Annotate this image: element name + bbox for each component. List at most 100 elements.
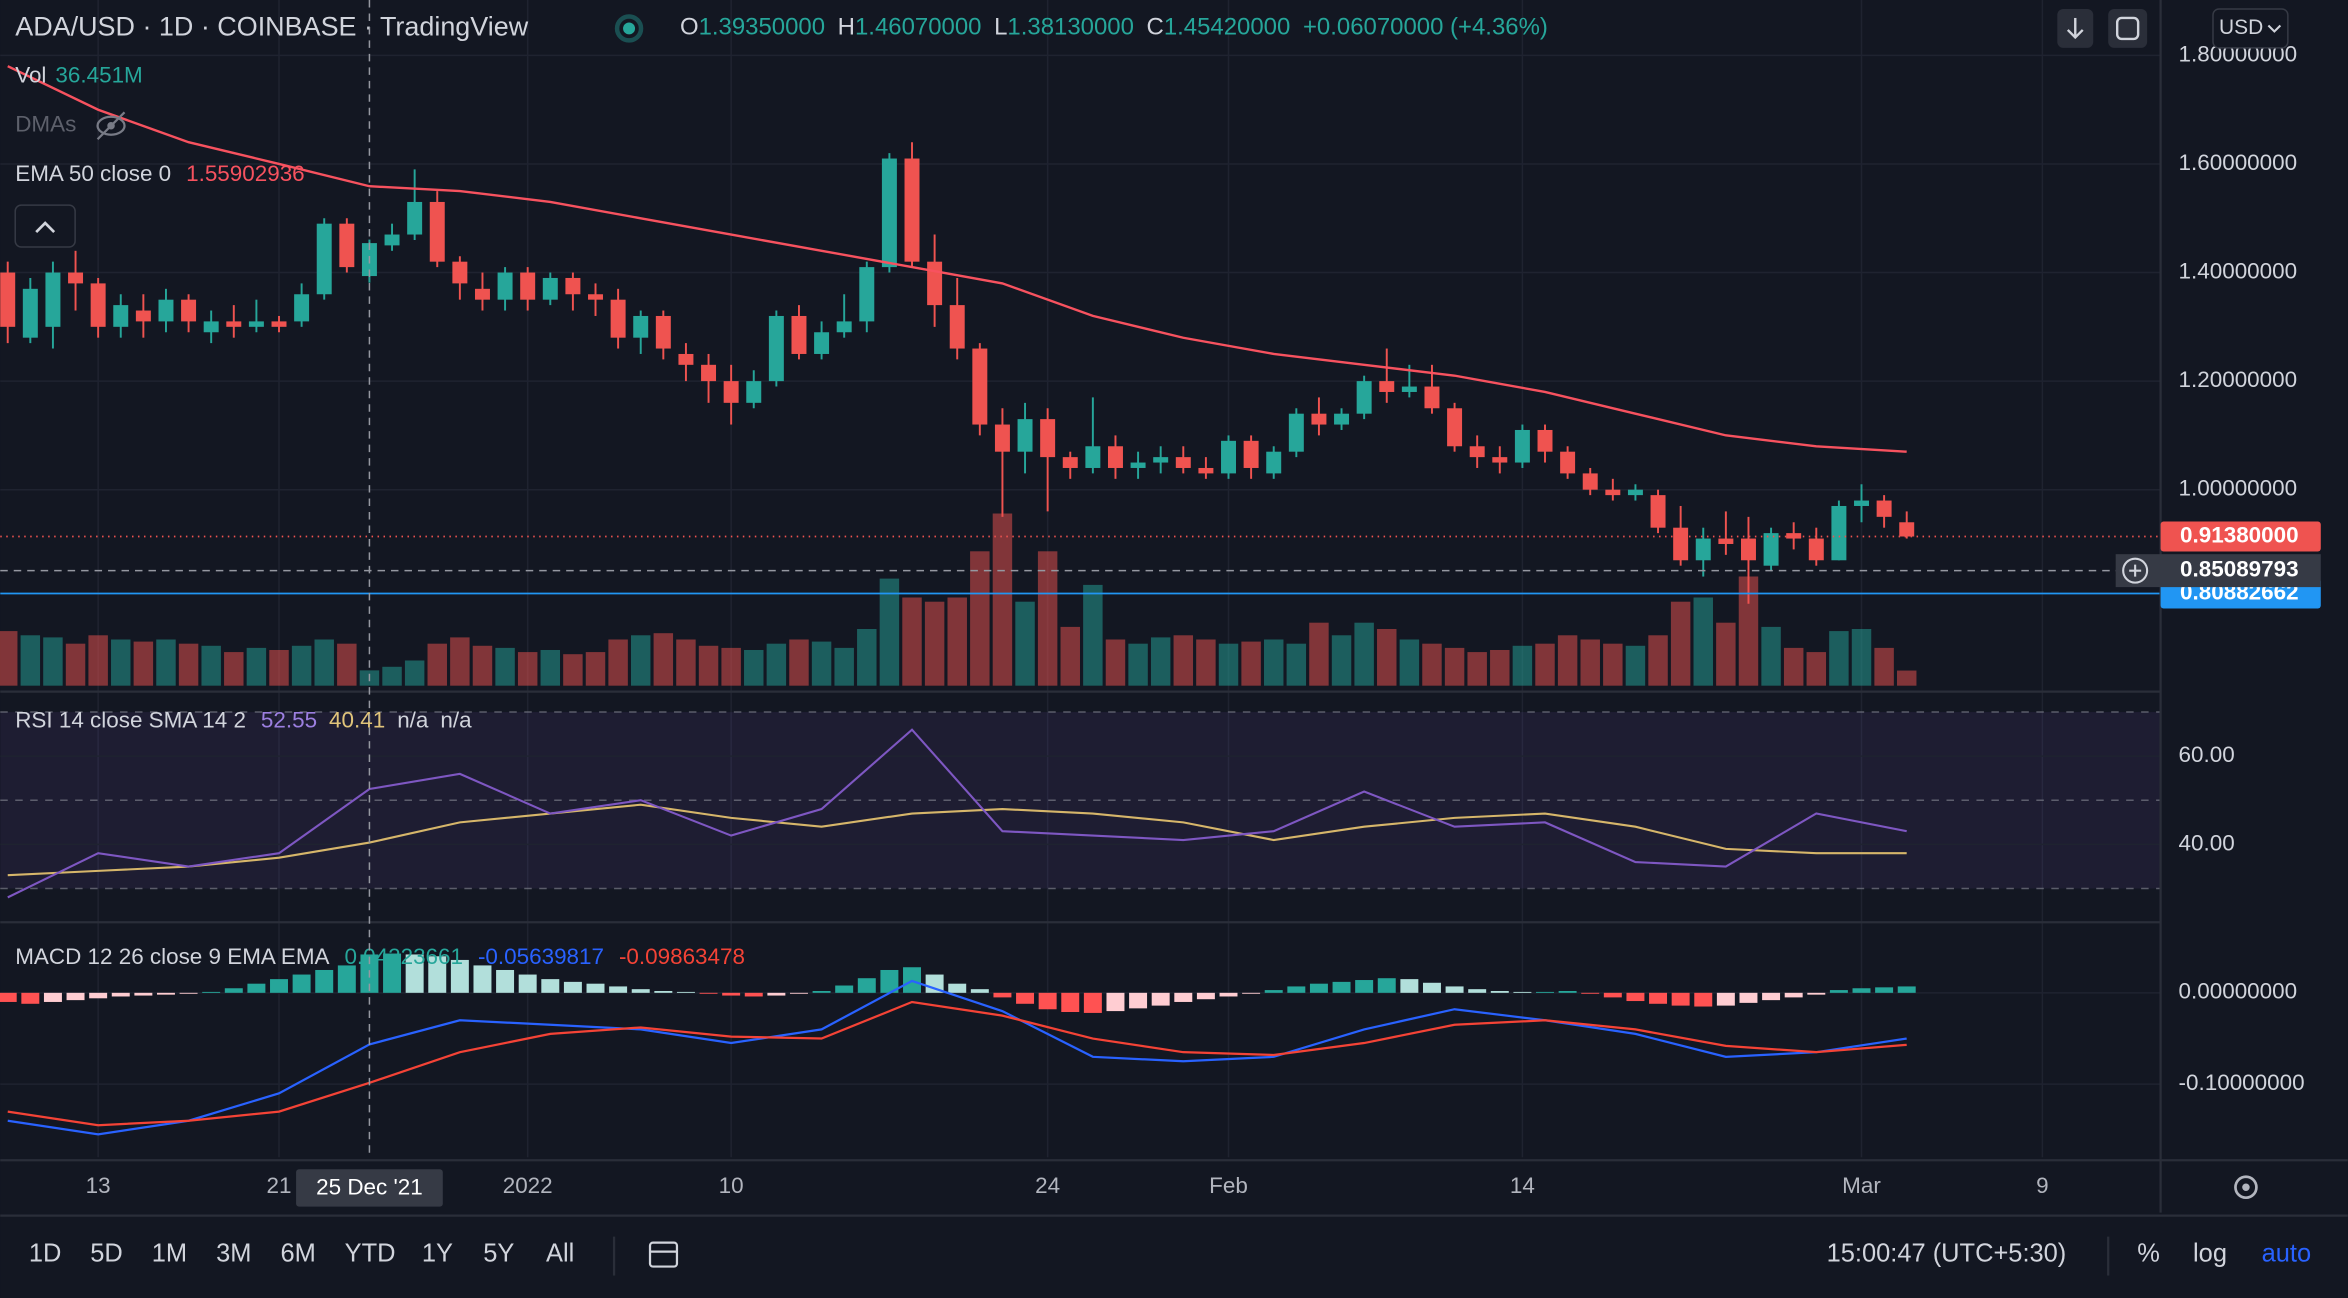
volume-bar [1896, 670, 1917, 686]
crosshair-price: 0.85089793 [2180, 557, 2299, 582]
candle-body [994, 424, 1010, 452]
status-dot [614, 14, 644, 43]
settings-icon[interactable] [2234, 1175, 2258, 1200]
candle-body [22, 288, 38, 338]
volume-bar [1806, 652, 1827, 686]
candle-body [1017, 419, 1033, 452]
histogram-bar [1083, 992, 1102, 1013]
histogram-bar [518, 974, 537, 993]
histogram-bar [767, 992, 786, 996]
volume-bar [1670, 601, 1691, 686]
histogram-bar [1829, 990, 1848, 993]
candle-body [949, 305, 965, 349]
histogram-bar [835, 985, 854, 993]
range-button[interactable]: 1D [29, 1239, 62, 1267]
volume-bar [43, 637, 63, 686]
crosshair-tag [2115, 554, 2321, 588]
range-button[interactable]: 5Y [483, 1239, 514, 1267]
date-range-icon[interactable] [648, 1241, 679, 1268]
replay-button[interactable] [2108, 8, 2148, 48]
histogram-bar [1671, 992, 1690, 1006]
range-button[interactable]: 5D [90, 1239, 123, 1267]
candle-body [0, 272, 16, 327]
currency-dropdown[interactable]: USD [2212, 8, 2289, 49]
candle-body [927, 261, 943, 306]
volume-bar [1377, 628, 1397, 686]
histogram-bar [1287, 986, 1306, 993]
ema-value: 1.55902936 [186, 161, 305, 186]
volume-bar [676, 639, 696, 686]
macd-title: MACD 12 26 close 9 EMA EMA [15, 944, 329, 969]
candle-body [1379, 381, 1395, 392]
ohlc-value: 1.45420000 [1164, 14, 1290, 41]
volume-bar [947, 597, 967, 686]
candle-body [1243, 440, 1259, 468]
histogram-bar [1016, 992, 1035, 1004]
volume-bar [337, 643, 357, 686]
volume-bar [472, 645, 493, 686]
candle-body [1062, 457, 1078, 468]
histogram-bar [315, 969, 334, 993]
range-button[interactable]: YTD [345, 1239, 396, 1267]
y-tick-label: 1.40000000 [2179, 258, 2298, 283]
volume-bar [992, 513, 1013, 686]
range-button[interactable]: 3M [216, 1239, 251, 1267]
candle-body [1447, 408, 1463, 447]
histogram-bar [1807, 992, 1826, 995]
volume-bar [1874, 647, 1894, 686]
candle-body [1514, 429, 1530, 463]
range-button[interactable]: 6M [281, 1239, 316, 1267]
collapse-button[interactable] [14, 204, 76, 248]
histogram-bar [496, 969, 515, 993]
candle-body [1107, 446, 1123, 468]
candle-body [565, 277, 581, 295]
candle-body [1130, 462, 1146, 468]
volume-bar [1286, 643, 1307, 686]
range-button[interactable]: All [546, 1239, 574, 1267]
histogram-bar [0, 992, 17, 1002]
histogram-bar [1739, 992, 1758, 1003]
candle-body [497, 272, 513, 300]
volume-bar [1490, 649, 1510, 686]
histogram-bar [1581, 992, 1600, 994]
histogram-bar [1558, 990, 1577, 993]
ema-name: EMA 50 close 0 [15, 161, 171, 186]
histogram-bar [541, 979, 560, 993]
volume-bar [1241, 641, 1261, 686]
histogram-bar [1309, 983, 1328, 993]
volume-bar [1444, 647, 1465, 686]
volume-bar [1851, 628, 1872, 686]
candle-body [474, 288, 490, 300]
scale-mode[interactable]: log [2193, 1239, 2227, 1267]
candle-body [1786, 533, 1802, 539]
y-tick-label: 0.00000000 [2179, 979, 2298, 1004]
add-alert-icon [2129, 564, 2142, 577]
volume-bar [133, 641, 154, 686]
candle-body [1469, 446, 1485, 458]
volume-bar [314, 639, 334, 686]
histogram-bar [1852, 988, 1871, 993]
candle-body [678, 353, 694, 365]
indicator-line [7, 65, 1907, 453]
currency[interactable]: USD [2219, 16, 2263, 39]
status-dot [623, 22, 636, 35]
ohlc-value: 1.38130000 [1007, 14, 1133, 41]
hidden-icon[interactable] [96, 111, 126, 141]
crosshair-date-tag [296, 1169, 443, 1207]
range-button[interactable]: 1M [152, 1239, 187, 1267]
candle-body [768, 315, 784, 382]
download-button[interactable] [2057, 8, 2094, 48]
histogram-bar [1264, 990, 1283, 993]
histogram-bar [1626, 992, 1645, 1002]
volume-bar [427, 643, 447, 686]
ohlc-legend: O1.39350000 H1.46070000 L1.38130000 C1.4… [680, 14, 1548, 41]
add-alert-icon[interactable] [2122, 557, 2149, 584]
clock: 15:00:47 (UTC+5:30) [1827, 1239, 2067, 1267]
candle-body [588, 294, 603, 300]
range-button[interactable]: 1Y [422, 1239, 453, 1267]
scale-mode[interactable]: auto [2262, 1239, 2312, 1267]
volume-bar [630, 635, 651, 686]
scale-mode[interactable]: % [2137, 1239, 2160, 1267]
volume-bar [1083, 584, 1103, 686]
